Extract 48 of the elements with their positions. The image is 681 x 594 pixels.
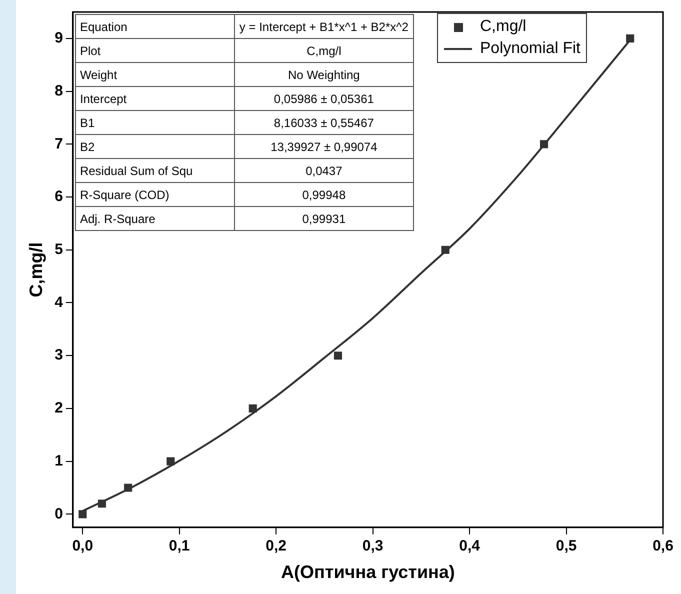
x-tick-label: 0,1 [168,538,190,555]
point [626,34,634,42]
y-tick-label: 9 [54,30,63,47]
annotation: R-Square (COD) [75,182,234,206]
y-tick-label: 6 [54,188,63,206]
y-tick-label: 7 [54,135,63,152]
annotation: 13,39927 ± 0,99074 [234,134,414,158]
annotation: No Weighting [234,62,414,86]
point [540,140,548,148]
y-tick-label: 8 [54,82,63,100]
annotation: C,mg/l [234,38,414,62]
point [334,352,342,360]
annotation: 8,16033 ± 0,55467 [234,110,414,134]
y-tick-label: 3 [54,346,63,364]
x-axis-title: A(Оптична густина) [281,562,455,582]
annotation: Adj. R-Square [75,206,234,230]
annotation: Weight [75,62,234,86]
y-tick-label: 0 [54,505,63,522]
legend-label: C,mg/l [480,18,526,36]
y-tick-label: 1 [54,452,63,470]
annotation: 0,99948 [234,182,414,206]
annotation: B2 [75,134,234,158]
annotation: Intercept [75,86,234,110]
point [441,246,450,254]
annotation: 0,0437 [234,158,414,182]
point [166,457,175,466]
annotation: 0,05986 ± 0,05361 [234,86,414,110]
point [248,404,257,412]
legend-label: Polynomial Fit [480,40,580,58]
y-tick-label: 5 [54,241,63,258]
x-tick-label: 0,4 [459,538,481,555]
annotation: B1 [75,110,234,134]
annotation: 0,99931 [234,206,414,230]
x-tick-label: 0,5 [556,538,577,555]
point [98,500,106,508]
x-tick-label: 0,0 [72,538,94,555]
annotation: Plot [75,38,234,62]
annotation: y = Intercept + B1*x^1 + B2*x^2 [234,14,414,38]
point [78,510,87,518]
x-tick-label: 0,2 [266,538,287,555]
y-tick-label: 2 [54,400,63,417]
x-tick-label: 0,3 [362,538,384,555]
y-axis-title: C,mg/l [26,242,46,298]
y-tick-label: 4 [54,294,64,311]
annotation: Residual Sum of Squ [75,158,234,182]
point [124,484,132,492]
annotation: Equation [75,14,234,38]
x-tick-label: 0,6 [652,538,674,555]
